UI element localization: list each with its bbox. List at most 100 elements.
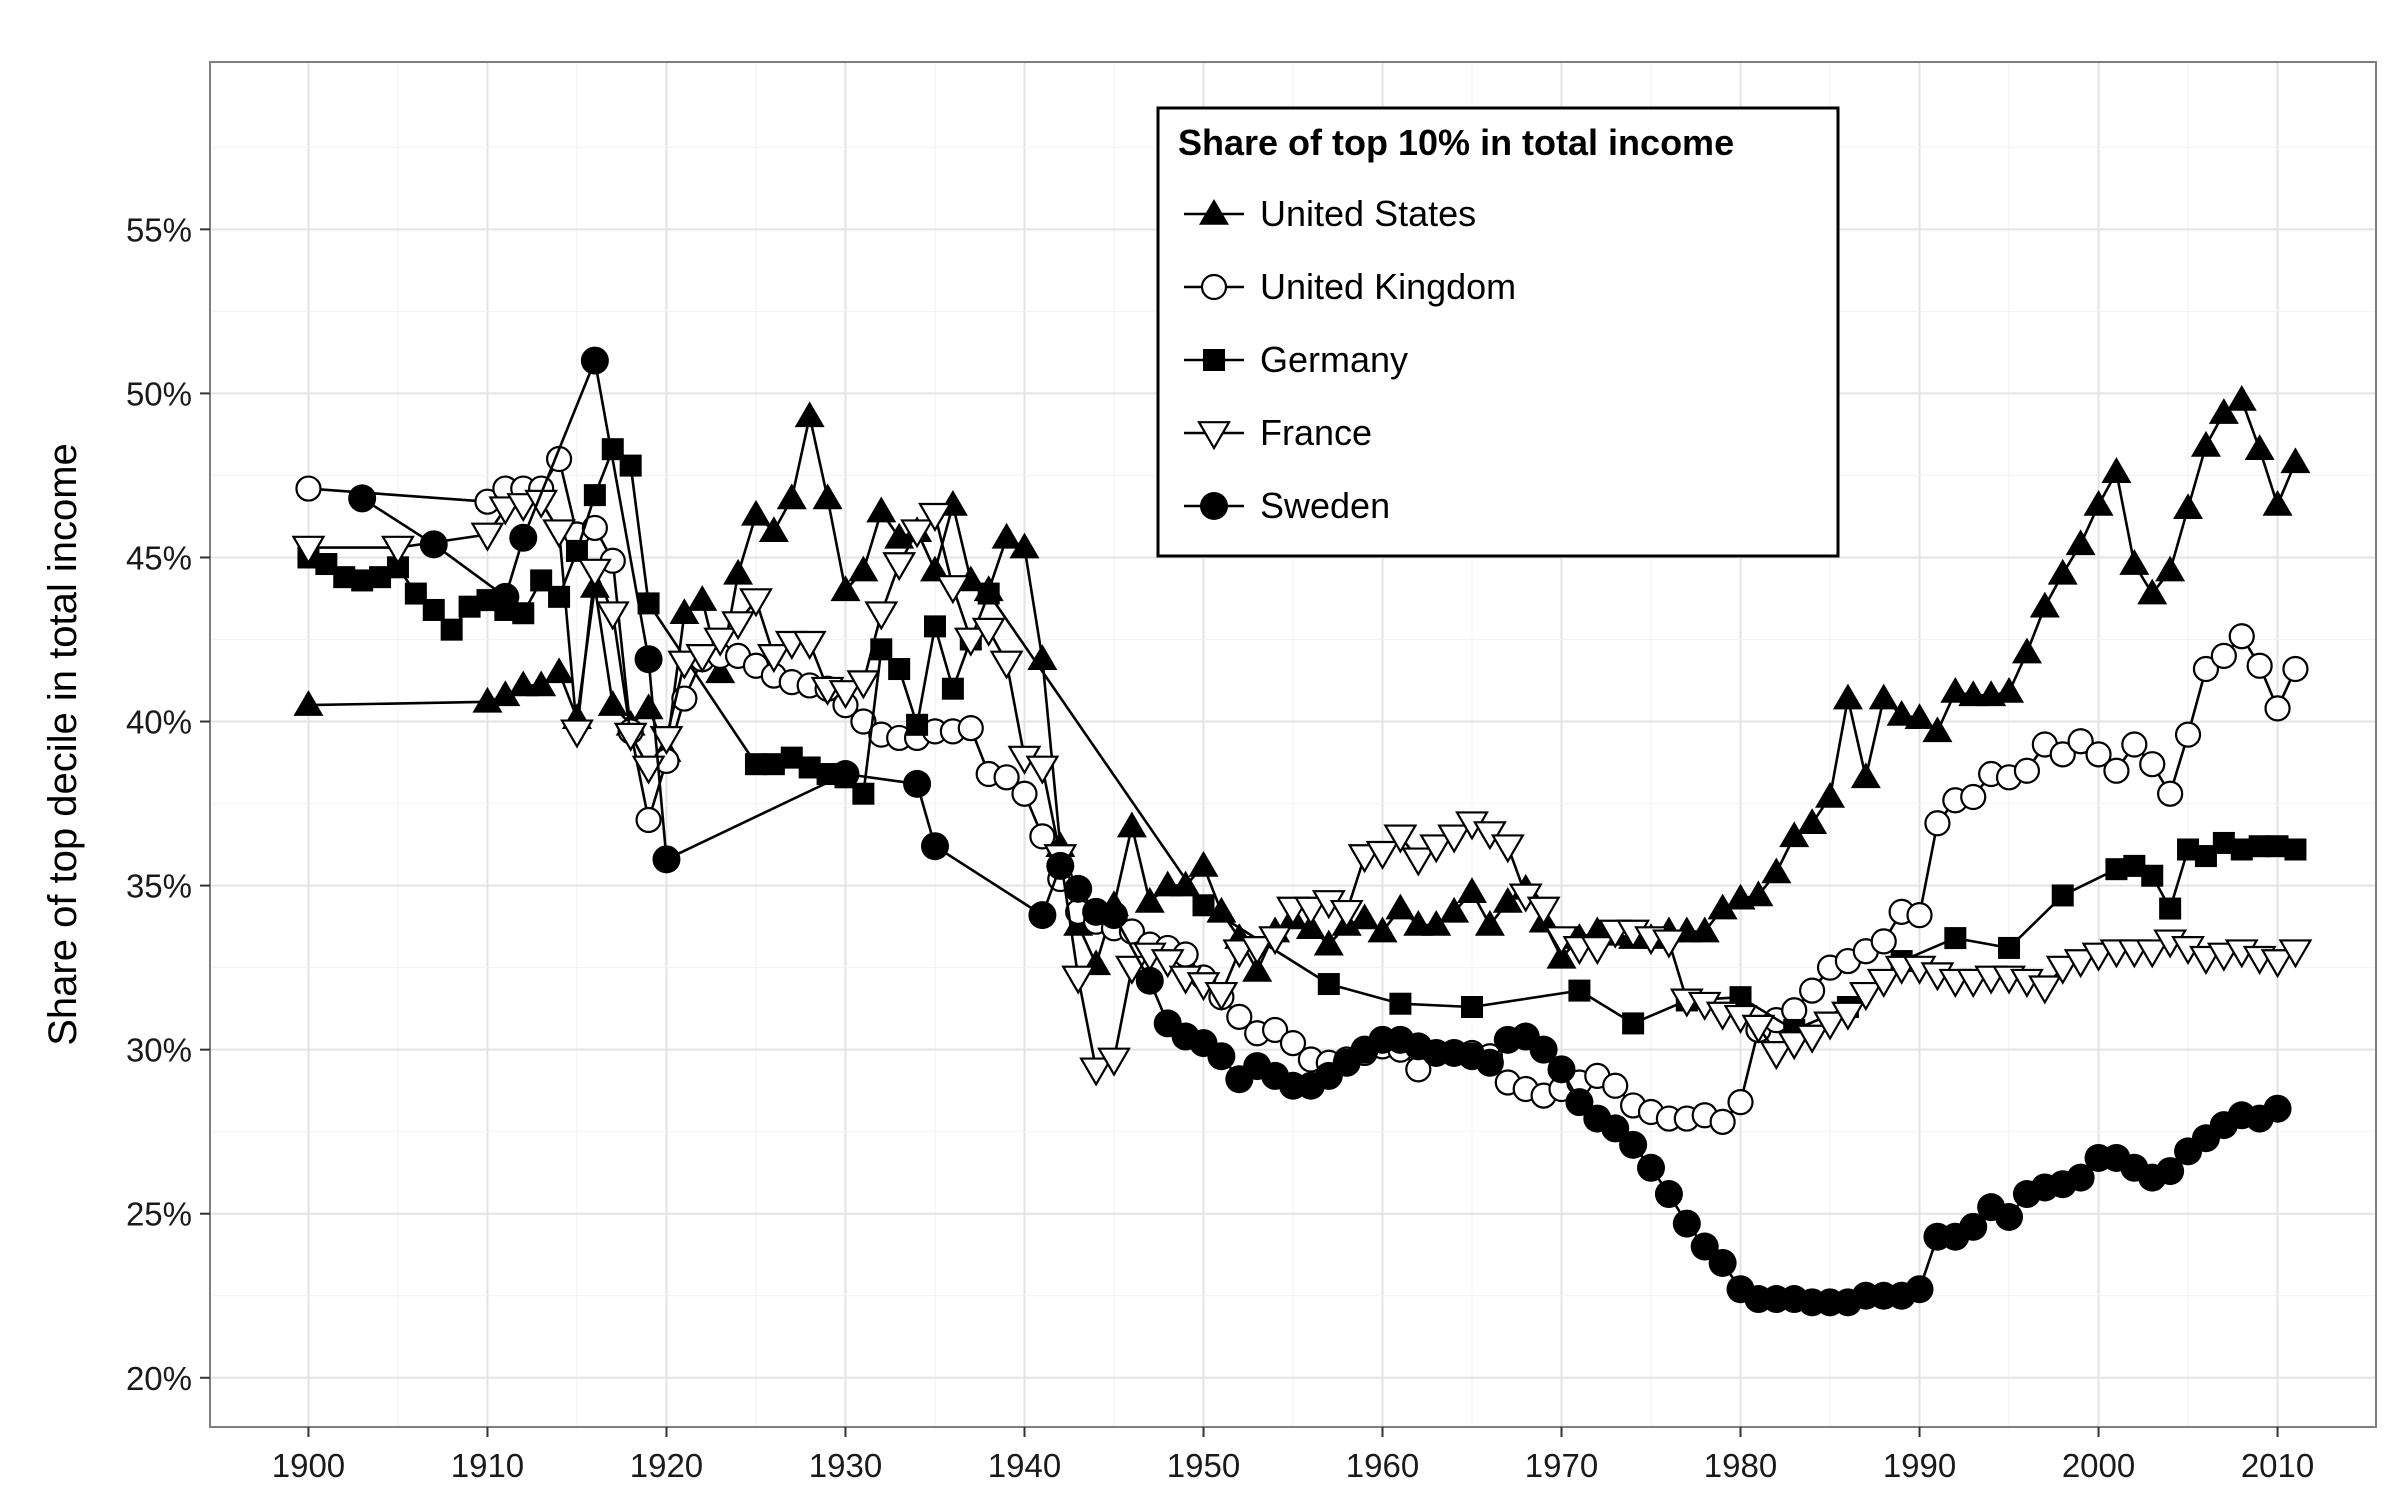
data-point-france — [1866, 968, 1901, 998]
data-point-france — [667, 650, 702, 680]
data-point-france — [971, 617, 1006, 647]
plot-border — [209, 61, 2377, 1428]
data-point-united-states — [1832, 683, 1863, 710]
data-point-united-states — [597, 690, 628, 716]
legend-key-marker — [1200, 273, 1228, 301]
data-point-france — [703, 627, 738, 657]
data-point-sweden — [1905, 1275, 1934, 1304]
data-point-united-kingdom — [2246, 652, 2273, 679]
data-point-united-states — [1904, 703, 1935, 730]
legend-key-marker — [1203, 349, 1225, 371]
y-tick-label: 25% — [126, 1196, 192, 1233]
data-point-sweden — [491, 582, 520, 611]
data-point-germany — [1389, 992, 1412, 1015]
data-point-united-states — [1868, 683, 1899, 710]
data-point-france — [1293, 896, 1328, 926]
data-point-germany — [458, 595, 481, 618]
data-point-united-states — [991, 522, 1022, 549]
legend-label: Germany — [1260, 339, 1408, 380]
data-point-sweden — [1708, 1248, 1737, 1277]
data-point-france — [739, 588, 773, 618]
data-point-germany — [2230, 838, 2253, 861]
data-point-france — [1383, 824, 1418, 854]
data-point-germany — [2248, 835, 2271, 858]
data-point-france — [1526, 896, 1561, 926]
data-point-united-states — [1797, 808, 1828, 835]
data-point-germany — [888, 658, 911, 681]
data-point-united-states — [2119, 549, 2150, 575]
data-point-united-states — [293, 690, 324, 716]
legend-label: United Kingdom — [1260, 266, 1516, 307]
y-tick-label: 50% — [126, 375, 192, 412]
data-point-germany — [1622, 1012, 1645, 1035]
series-layer — [291, 346, 2313, 1317]
x-tick-label: 1950 — [1167, 1447, 1240, 1484]
data-point-france — [595, 601, 630, 631]
x-tick-label: 1980 — [1704, 1447, 1777, 1484]
data-point-germany — [2051, 884, 2074, 907]
data-point-sweden — [509, 523, 538, 552]
data-point-germany — [1568, 979, 1591, 1002]
data-point-united-kingdom — [581, 514, 608, 542]
data-point-united-states — [1850, 762, 1881, 789]
data-point-united-states — [740, 499, 771, 526]
data-point-united-states — [2155, 555, 2186, 582]
y-tick-label: 55% — [126, 211, 192, 248]
data-point-united-states — [848, 555, 879, 582]
data-point-germany — [2266, 835, 2289, 858]
data-point-germany — [870, 638, 893, 661]
data-point-france — [2135, 939, 2170, 969]
data-point-sweden — [2066, 1163, 2095, 1192]
data-point-united-states — [2208, 398, 2239, 424]
data-point-france — [1741, 1014, 1776, 1044]
data-point-united-kingdom — [1781, 997, 1808, 1024]
data-point-united-kingdom — [2121, 731, 2148, 758]
legend-box — [1156, 106, 1840, 558]
data-point-germany — [2141, 864, 2164, 887]
data-point-france — [756, 644, 791, 674]
data-point-france — [1580, 936, 1615, 966]
data-point-united-states — [2065, 529, 2096, 556]
data-point-united-states — [1994, 677, 2025, 703]
data-point-sweden — [1672, 1209, 1701, 1238]
data-point-france — [1419, 834, 1454, 864]
data-point-france — [1437, 824, 1472, 854]
data-point-france — [577, 558, 612, 588]
data-point-united-states — [884, 522, 915, 549]
data-point-germany — [386, 556, 409, 579]
data-point-united-states — [1385, 893, 1416, 920]
data-point-germany — [2194, 845, 2217, 868]
legend-label: United States — [1260, 193, 1476, 234]
data-point-germany — [440, 618, 463, 641]
data-point-germany — [422, 598, 445, 621]
data-point-united-kingdom — [1261, 1016, 1289, 1044]
legend-item-united-kingdom: United Kingdom — [1184, 266, 1516, 307]
data-point-united-states — [1815, 782, 1846, 808]
data-point-germany — [2177, 838, 2200, 861]
data-point-united-states — [2101, 457, 2132, 483]
data-point-france — [721, 611, 755, 641]
data-point-sweden — [1099, 901, 1128, 930]
data-point-united-kingdom — [635, 806, 662, 834]
data-point-united-kingdom — [2139, 751, 2166, 778]
data-point-germany — [2123, 854, 2146, 877]
x-tick-label: 1960 — [1346, 1447, 1419, 1484]
data-point-france — [381, 535, 415, 565]
data-point-sweden — [1064, 874, 1093, 903]
data-point-united-states — [2262, 489, 2293, 516]
data-point-united-states — [2280, 447, 2311, 474]
data-point-united-states — [669, 598, 700, 625]
data-point-france — [685, 644, 720, 674]
data-point-germany — [2105, 858, 2128, 881]
data-point-united-states — [1707, 893, 1738, 920]
data-point-france — [792, 630, 827, 660]
data-point-germany — [583, 484, 606, 507]
data-point-germany — [1944, 927, 1967, 950]
data-point-france — [1150, 949, 1185, 979]
legend-items: United States United Kingdom Germany France… — [1184, 193, 1516, 526]
data-point-france — [1831, 1001, 1865, 1031]
data-point-france — [989, 650, 1024, 680]
data-point-france — [1025, 755, 1060, 785]
legend-label: France — [1260, 412, 1372, 453]
data-point-france — [900, 519, 934, 549]
